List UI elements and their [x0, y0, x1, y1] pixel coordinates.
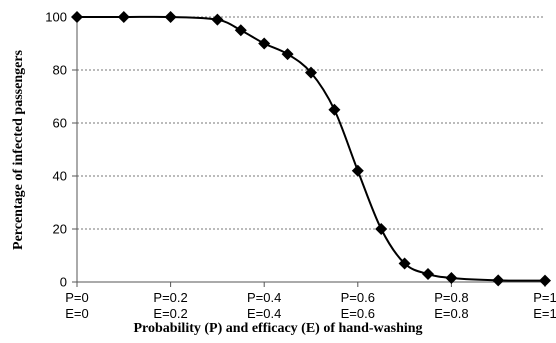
x-axis-title: Probability (P) and efficacy (E) of hand… — [133, 321, 422, 336]
series-line — [77, 15, 546, 282]
x-tick-label-e-5: E=1 — [533, 306, 556, 321]
data-point-10 — [375, 223, 388, 235]
data-point-7 — [305, 66, 317, 79]
data-point-5 — [258, 37, 271, 50]
data-point-15 — [539, 274, 551, 287]
data-point-12 — [422, 268, 434, 281]
x-tick-label-p-4: P=0.8 — [434, 290, 468, 305]
data-point-2 — [164, 11, 177, 23]
x-tick-labels: P=0E=0 P=0.2E=0.2 P=0.4E=0.4 P=0.6E=0.6 P=0.… — [65, 290, 556, 321]
data-point-8 — [328, 103, 341, 116]
data-point-6 — [281, 48, 294, 61]
y-tick-label-100: 100 — [45, 10, 67, 25]
data-point-4 — [234, 24, 247, 37]
y-tick-label-40: 40 — [53, 169, 67, 184]
y-tick-labels: 0 20 40 60 80 100 — [45, 10, 67, 290]
data-point-14 — [492, 274, 505, 287]
axes — [72, 16, 546, 287]
data-point-9 — [351, 164, 364, 177]
y-tick-label-0: 0 — [60, 275, 67, 290]
data-point-11 — [398, 257, 411, 270]
x-tick-label-p-0: P=0 — [65, 290, 89, 305]
x-tick-label-e-2: E=0.4 — [247, 306, 281, 321]
x-tick-label-p-2: P=0.4 — [247, 290, 281, 305]
y-axis-title: Percentage of infected passengers — [11, 49, 26, 250]
x-tick-label-e-4: E=0.8 — [434, 306, 468, 321]
x-tick-label-e-1: E=0.2 — [153, 306, 187, 321]
data-point-0 — [71, 11, 83, 23]
gridlines — [77, 16, 545, 230]
x-tick-label-e-3: E=0.6 — [341, 306, 375, 321]
y-tick-label-80: 80 — [53, 63, 67, 78]
data-point-1 — [117, 11, 130, 23]
y-tick-label-60: 60 — [53, 116, 67, 131]
x-tick-label-p-1: P=0.2 — [153, 290, 187, 305]
data-point-13 — [445, 272, 458, 285]
data-point-3 — [211, 13, 224, 26]
x-tick-label-p-5: P=1 — [533, 290, 556, 305]
series-markers — [71, 11, 551, 287]
y-tick-label-20: 20 — [53, 222, 67, 237]
x-tick-label-e-0: E=0 — [65, 306, 89, 321]
x-tick-label-p-3: P=0.6 — [341, 290, 375, 305]
